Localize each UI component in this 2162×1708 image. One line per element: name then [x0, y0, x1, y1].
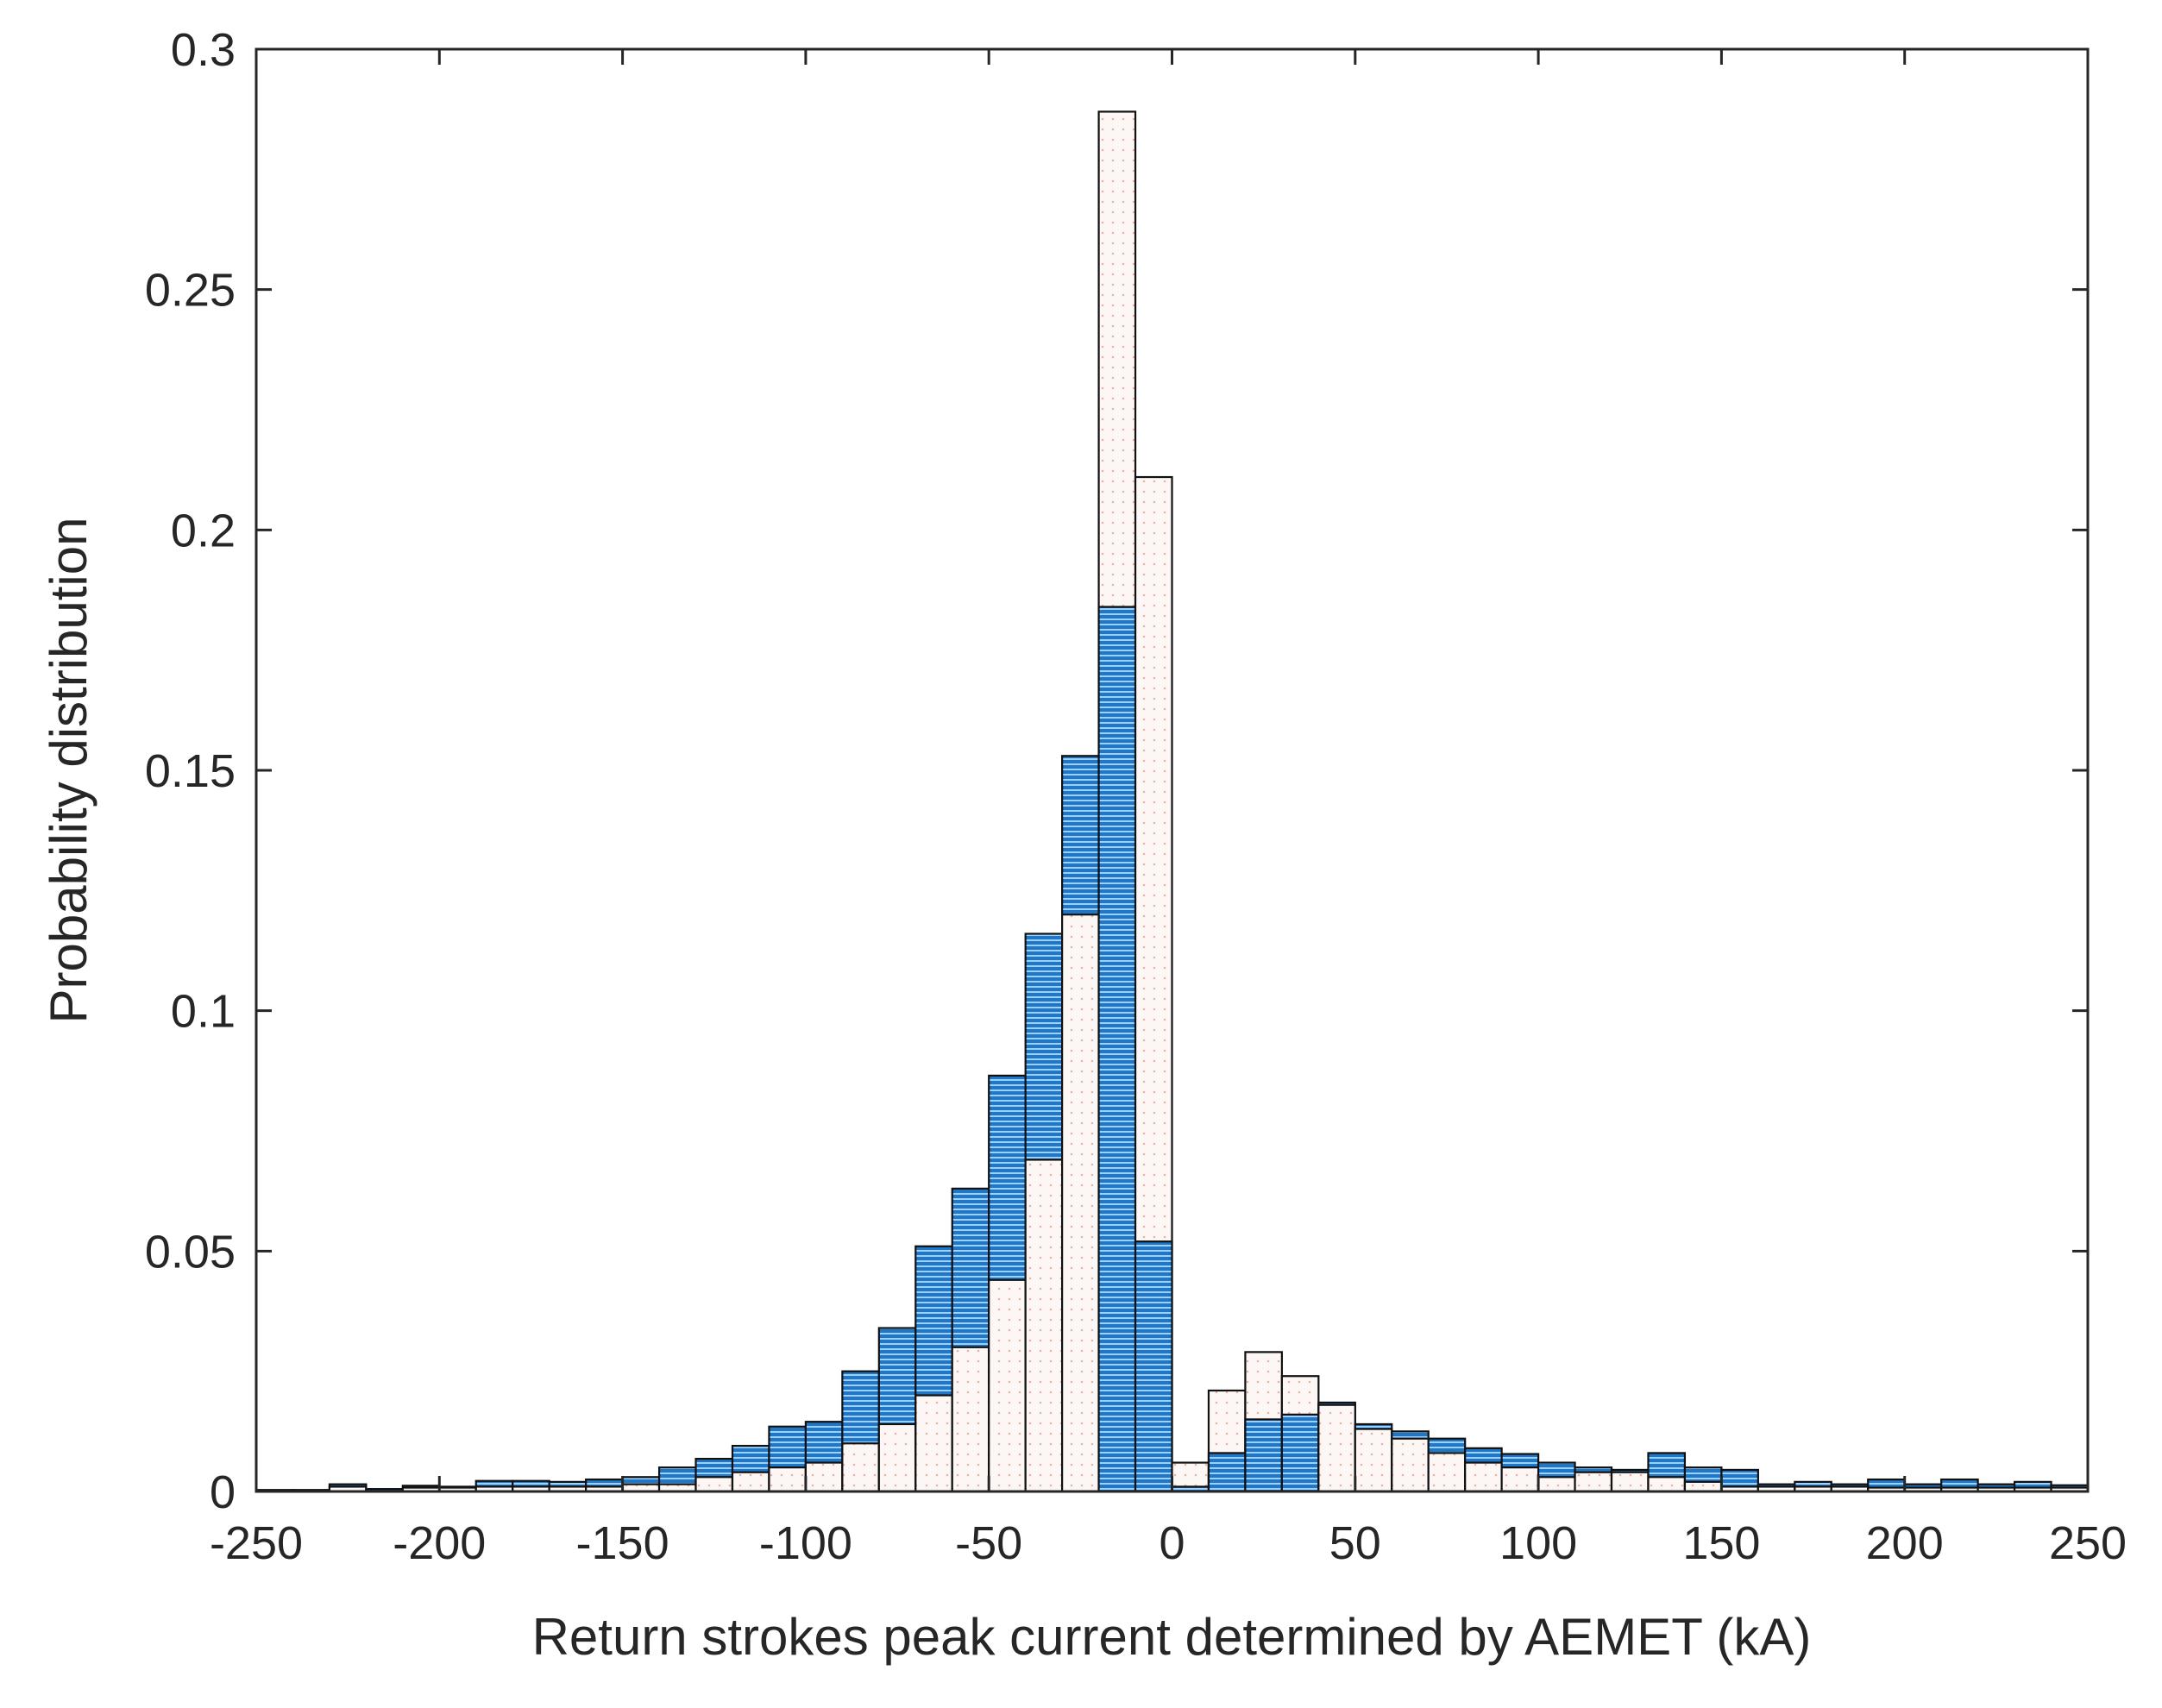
x-tick-labels: -250 -200 -150 -100 -50 0 50 100 150 200 250 [210, 1517, 2127, 1569]
y-tick-label-5: 0.25 [145, 265, 236, 317]
dotted-bar-29 [1317, 1403, 1356, 1493]
dotted-bar-13 [731, 1471, 770, 1493]
dotted-bar-36 [1574, 1471, 1613, 1493]
x-tick-label-4: -50 [955, 1517, 1022, 1569]
hatched-bar-26 [1207, 1452, 1247, 1493]
y-tick-label-6: 0.3 [171, 24, 236, 76]
x-tick-label-9: 200 [1866, 1517, 1944, 1569]
dotted-bar-18 [914, 1394, 953, 1493]
bars-layer [255, 110, 2090, 1493]
x-tick-label-1: -200 [393, 1517, 486, 1569]
y-tick-label-0: 0 [210, 1466, 236, 1518]
dotted-bar-17 [877, 1422, 917, 1493]
dotted-bar-20 [988, 1278, 1027, 1493]
dotted-bar-15 [804, 1461, 844, 1493]
dotted-bar-37 [1610, 1471, 1650, 1493]
x-tick-label-10: 250 [2049, 1517, 2127, 1569]
dotted-bar-19 [951, 1346, 990, 1493]
plot-frame [255, 47, 2090, 1493]
dotted-bar-12 [694, 1476, 734, 1493]
y-tick-label-2: 0.1 [171, 986, 236, 1038]
x-tick-label-2: -150 [576, 1517, 669, 1569]
hatched-bar-27 [1244, 1418, 1283, 1493]
dotted-bar-39 [1683, 1480, 1723, 1493]
hatched-bar-23 [1097, 606, 1137, 1493]
y-tick-label-4: 0.2 [171, 505, 236, 556]
hatched-bar-24 [1134, 1240, 1173, 1493]
y-tick-label-3: 0.15 [145, 745, 236, 797]
y-tick-labels: 0 0.05 0.1 0.15 0.2 0.25 0.3 [145, 24, 236, 1518]
dotted-bar-16 [841, 1442, 880, 1493]
x-tick-label-5: 0 [1159, 1517, 1185, 1569]
dotted-bar-31 [1391, 1437, 1430, 1493]
dotted-bar-35 [1537, 1476, 1576, 1493]
dotted-bar-21 [1024, 1159, 1064, 1493]
dotted-bar-32 [1427, 1452, 1467, 1493]
dotted-bar-30 [1354, 1428, 1393, 1493]
x-tick-label-6: 50 [1329, 1517, 1381, 1569]
x-tick-label-0: -250 [210, 1517, 303, 1569]
x-tick-label-3: -100 [759, 1517, 852, 1569]
x-tick-label-7: 100 [1499, 1517, 1577, 1569]
dotted-bar-33 [1464, 1461, 1503, 1493]
hatched-bar-28 [1280, 1413, 1320, 1493]
x-tick-label-8: 150 [1682, 1517, 1760, 1569]
dotted-bar-38 [1647, 1476, 1687, 1493]
x-axis-title: Return strokes peak current determined b… [532, 1608, 1812, 1666]
dotted-bar-34 [1500, 1466, 1540, 1493]
dotted-bar-22 [1061, 914, 1100, 1493]
y-tick-label-1: 0.05 [145, 1226, 236, 1278]
dotted-bar-14 [768, 1466, 808, 1493]
y-axis-title: Probability distribution [40, 518, 97, 1024]
